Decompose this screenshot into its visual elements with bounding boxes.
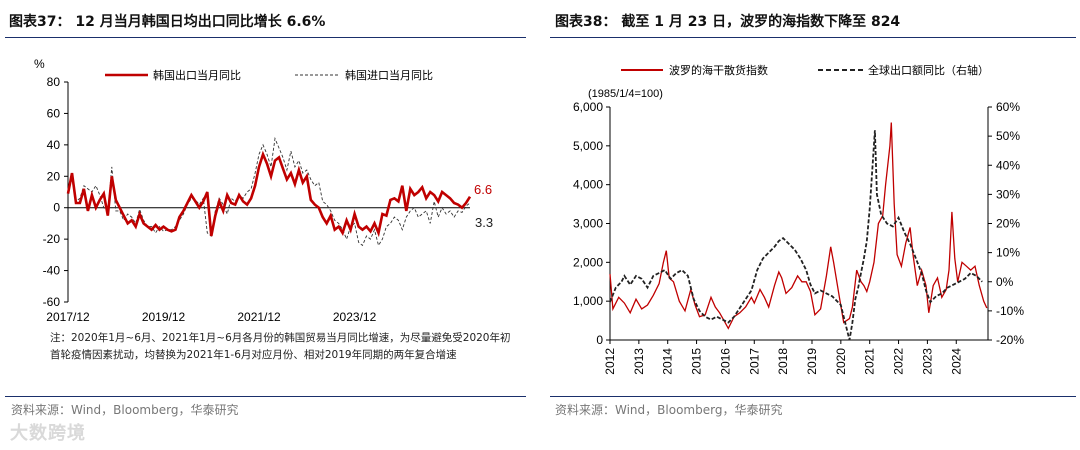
left-title-rule <box>5 37 526 38</box>
watermark-logo: 大数跨境 <box>10 419 86 445</box>
right-source-rule <box>550 396 1076 397</box>
right-x-tick-label: 2019 <box>805 348 819 375</box>
left-y-tick-label: -60 <box>43 295 61 309</box>
export-series-line <box>66 150 472 238</box>
left-y-tick-label: -20 <box>43 232 61 246</box>
import-end-label: 3.3 <box>475 215 493 230</box>
exports-series-line <box>609 130 983 341</box>
right-left-tick-label: 2,000 <box>573 255 603 269</box>
right-x-tick-label: 2024 <box>949 348 963 375</box>
right-left-tick-label: 6,000 <box>573 100 603 114</box>
right-right-tick-label: 50% <box>996 129 1020 143</box>
right-right-tick-label: -10% <box>996 304 1024 318</box>
left-chart: % 韩国出口当月同比 韩国进口当月同比 806040200-20-40-6020… <box>34 57 493 324</box>
right-left-tick-label: 1,000 <box>573 294 603 308</box>
right-left-tick-label: 0 <box>596 333 603 347</box>
right-right-tick-label: -20% <box>996 333 1024 347</box>
left-y-tick-label: 40 <box>47 138 61 152</box>
bdi-series-line <box>609 122 988 330</box>
left-y-tick-label: 0 <box>53 201 60 215</box>
left-x-tick-label: 2023/12 <box>333 310 377 324</box>
legend-bdi-label: 波罗的海干散货指数 <box>669 63 768 77</box>
right-right-tick-label: 20% <box>996 217 1020 231</box>
right-right-tick-label: 10% <box>996 246 1020 260</box>
right-right-tick-label: 40% <box>996 158 1020 172</box>
right-chart: 波罗的海干散货指数 全球出口额同比（右轴） (1985/1/4=100) 6,0… <box>573 63 1024 375</box>
right-x-tick-label: 2016 <box>718 348 732 375</box>
right-x-tick-label: 2018 <box>776 348 790 375</box>
right-left-tick-label: 5,000 <box>573 139 603 153</box>
left-y-tick-label: 20 <box>47 169 61 183</box>
import-series-line <box>67 136 471 247</box>
left-y-tick-label: 60 <box>47 106 61 120</box>
left-source-rule <box>5 396 526 397</box>
right-x-tick-label: 2023 <box>920 348 934 375</box>
right-left-tick-label: 4,000 <box>573 178 603 192</box>
left-unit-label: % <box>34 57 45 71</box>
base-label: (1985/1/4=100) <box>588 88 663 100</box>
left-y-tick-label: -40 <box>43 264 61 278</box>
right-panel-title: 图表38： 截至 1 月 23 日，波罗的海指数下降至 824 <box>555 14 901 30</box>
right-left-tick-label: 3,000 <box>573 217 603 231</box>
right-right-tick-label: 30% <box>996 187 1020 201</box>
legend-exports-label: 全球出口额同比（右轴） <box>868 63 989 77</box>
left-x-tick-label: 2019/12 <box>142 310 186 324</box>
legend-import-label: 韩国进口当月同比 <box>345 68 433 82</box>
right-x-tick-label: 2015 <box>690 348 704 375</box>
right-x-tick-label: 2020 <box>834 348 848 375</box>
right-right-tick-label: 0% <box>996 275 1014 289</box>
right-x-tick-label: 2017 <box>747 348 761 375</box>
left-x-tick-label: 2021/12 <box>237 310 281 324</box>
right-x-tick-label: 2021 <box>863 348 877 375</box>
right-right-tick-label: 60% <box>996 100 1020 114</box>
left-x-tick-label: 2017/12 <box>46 310 90 324</box>
legend-export-label: 韩国出口当月同比 <box>153 68 241 82</box>
left-footnote: 注：2020年1月~6月、2021年1月~6月各月份的韩国贸易当月同比增速，为尽… <box>50 332 511 361</box>
right-source: 资料来源：Wind，Bloomberg，华泰研究 <box>555 403 783 417</box>
right-x-tick-label: 2013 <box>632 348 646 375</box>
watermark-text: 大数跨境 <box>10 423 86 444</box>
left-y-tick-label: 80 <box>47 75 61 89</box>
right-title-rule <box>550 37 1076 38</box>
export-end-label: 6.6 <box>474 182 492 197</box>
left-panel-title: 图表37： 12 月当月韩国日均出口同比增长 6.6% <box>9 14 326 30</box>
right-x-tick-label: 2014 <box>661 348 675 375</box>
right-x-tick-label: 2022 <box>892 348 906 375</box>
right-x-tick-label: 2012 <box>603 348 617 375</box>
left-source: 资料来源：Wind，Bloomberg，华泰研究 <box>11 403 239 417</box>
